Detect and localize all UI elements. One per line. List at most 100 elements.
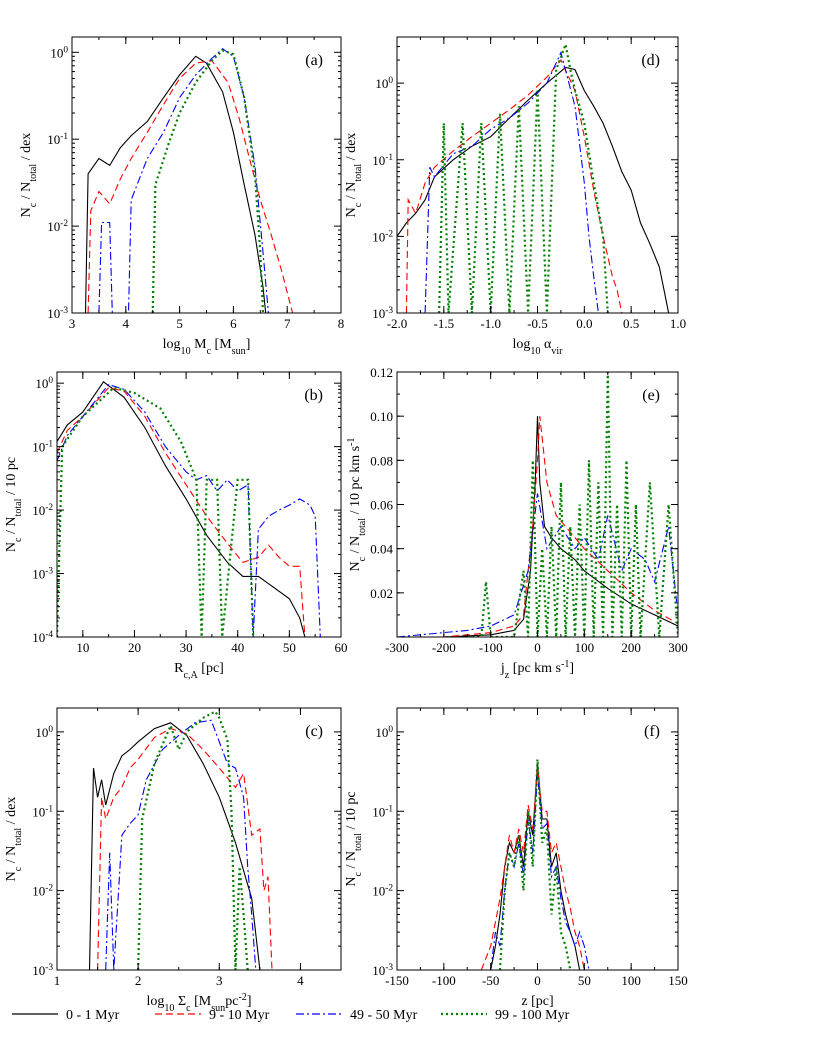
legend: 0 - 1 Myr 9 - 10 Myr 49 - 50 Myr 99 - 100 M…	[12, 1008, 570, 1023]
plot-frame	[56, 707, 342, 971]
series-b-3	[57, 383, 321, 637]
y-tick-label: 10-3	[47, 306, 68, 321]
series-d-4	[438, 40, 609, 313]
x-tick-label: 150	[668, 973, 688, 988]
x-tick-label: 3	[216, 973, 223, 988]
x-tick-label: -100	[432, 973, 456, 988]
y-tick-label: 10-3	[372, 963, 393, 978]
x-tick-label: 4	[297, 973, 304, 988]
y-tick-label: 10-4	[32, 630, 53, 645]
y-tick-label: 10-1	[32, 440, 53, 455]
x-tick-label: -2.0	[387, 316, 408, 331]
x-tick-label: 300	[668, 640, 688, 655]
x-tick-label: -300	[385, 640, 409, 655]
x-axis-label: log10 Mc [Msun]	[163, 337, 251, 357]
y-axis-label: Nc / Ntotal / 10 pc	[344, 791, 364, 886]
x-tick-label: 100	[575, 640, 595, 655]
series-d-2	[405, 59, 623, 313]
y-tick-label: 100	[35, 725, 53, 740]
x-axis-label: log10 αvir	[512, 337, 563, 357]
x-tick-label: -1.5	[434, 316, 455, 331]
y-axis-label: Nc / Ntotal / dex	[19, 133, 39, 218]
series-b-1	[57, 381, 306, 637]
y-tick-label: 0.12	[370, 365, 393, 380]
x-tick-label: 1.0	[670, 316, 686, 331]
y-tick-label: 10-2	[372, 229, 393, 244]
series-d-1	[397, 66, 670, 313]
y-tick-label: 10-3	[32, 567, 53, 582]
series-d-3	[424, 50, 599, 313]
x-tick-label: 5	[176, 316, 183, 331]
plot-frame	[396, 707, 679, 971]
panel-d: -2.0 -1.5 -1.0 -0.5 0.0 0.5 1.0 10-3 10-2 10-1 100…	[344, 36, 686, 357]
y-tick-label: 10-1	[372, 153, 393, 168]
x-tick-label: 0.5	[623, 316, 639, 331]
x-tick-label: 30	[180, 640, 193, 655]
series-e-4	[467, 372, 678, 637]
y-tick-label: 100	[375, 76, 393, 91]
panel-b: 10 20 30 40 50 60 10-4 10-3 10-2 10-1 100 (b) Rc,A […	[4, 371, 348, 681]
series-f-2	[480, 768, 585, 970]
panel-label: (a)	[305, 52, 323, 69]
panel-label: (c)	[305, 723, 323, 740]
y-tick-label: 10-3	[372, 306, 393, 321]
series-a-3	[98, 47, 269, 313]
y-axis-label: Nc / Ntotal / 10 pc km s-1	[346, 438, 368, 572]
x-tick-label: 0.0	[576, 316, 592, 331]
series-a-2	[87, 60, 294, 313]
series-f-4	[498, 759, 572, 970]
panel-label: (e)	[642, 387, 660, 404]
y-tick-label: 0.10	[370, 409, 393, 424]
series-c-2	[97, 728, 273, 970]
series-c-4	[137, 710, 249, 970]
plot-frame	[71, 36, 342, 314]
panel-label: (d)	[641, 52, 660, 69]
series-e-2	[397, 416, 678, 637]
legend-label: 49 - 50 Myr	[350, 1008, 418, 1023]
legend-label: 0 - 1 Myr	[66, 1008, 120, 1023]
series-a-4	[151, 49, 265, 313]
x-tick-label: 200	[621, 640, 641, 655]
x-tick-label: 6	[230, 316, 237, 331]
x-tick-label: 50	[283, 640, 296, 655]
y-tick-label: 10-3	[32, 963, 53, 978]
x-tick-label: -0.5	[527, 316, 548, 331]
x-tick-label: 7	[284, 316, 291, 331]
y-tick-label: 0.08	[370, 453, 393, 468]
series-c-3	[105, 719, 257, 970]
x-tick-label: 1	[54, 973, 61, 988]
series-b-4	[57, 386, 255, 637]
panel-label: (f)	[644, 723, 660, 740]
x-tick-label: 2	[135, 973, 142, 988]
x-tick-label: 60	[335, 640, 348, 655]
legend-label: 99 - 100 Myr	[495, 1008, 570, 1023]
x-tick-label: -100	[479, 640, 503, 655]
legend-label: 9 - 10 Myr	[209, 1008, 270, 1023]
x-tick-label: 8	[338, 316, 345, 331]
series-c-1	[88, 722, 261, 970]
x-tick-label: 0	[534, 640, 541, 655]
plot-frame	[56, 371, 342, 638]
series-a-1	[84, 55, 267, 313]
x-axis-label: log10 Σc [Msunpc-2]	[146, 992, 251, 1014]
x-tick-label: 4	[123, 316, 130, 331]
x-tick-label: 20	[128, 640, 141, 655]
y-tick-label: 0.06	[370, 498, 393, 513]
y-tick-label: 10-1	[372, 804, 393, 819]
x-tick-label: -150	[385, 973, 409, 988]
y-axis-label: Nc / Ntotal / 10 pc	[4, 457, 24, 552]
panel-label: (b)	[304, 387, 323, 404]
x-axis-label: jz [pc km s-1]	[500, 659, 574, 681]
series-f-3	[490, 773, 590, 970]
x-axis-label: z [pc]	[521, 994, 553, 1009]
x-tick-label: 3	[69, 316, 76, 331]
x-tick-label: 50	[578, 973, 591, 988]
y-tick-label: 10-1	[32, 804, 53, 819]
x-tick-label: 0	[534, 973, 541, 988]
y-tick-label: 0.04	[370, 542, 393, 557]
y-tick-label: 10-2	[47, 219, 68, 234]
x-axis-label: Rc,A [pc]	[174, 661, 224, 681]
y-axis-label: Nc / Ntotal / dex	[4, 797, 24, 882]
x-tick-label: 10	[76, 640, 89, 655]
y-tick-label: 10-1	[47, 132, 68, 147]
